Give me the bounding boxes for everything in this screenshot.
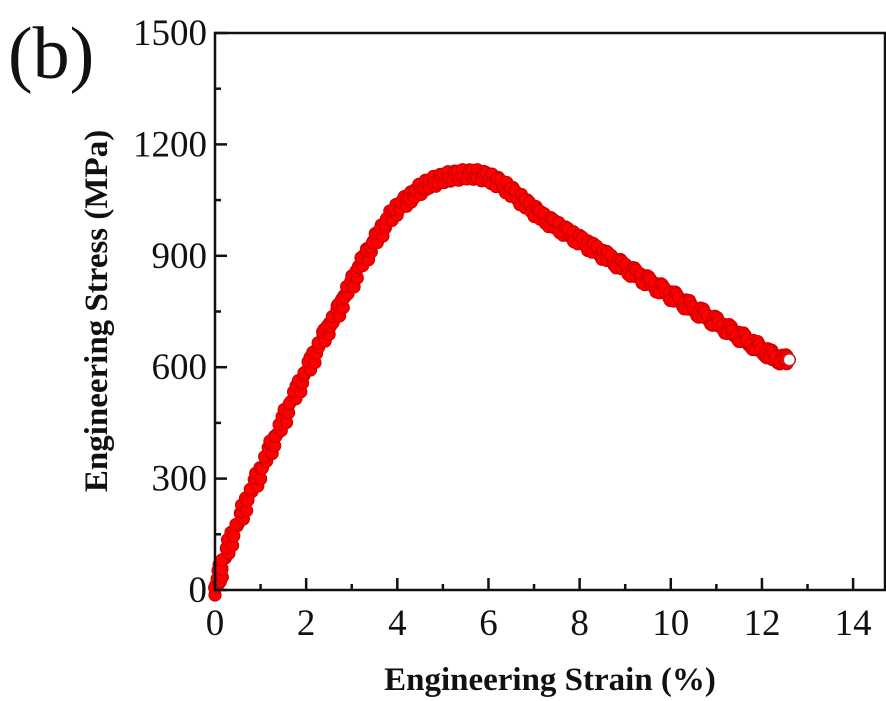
x-tick-label: 6	[479, 603, 498, 644]
y-tick-label: 1200	[133, 124, 207, 165]
x-tick-label: 2	[297, 603, 316, 644]
x-tick-label: 0	[206, 603, 225, 644]
y-tick-label: 300	[152, 459, 208, 500]
data-markers	[208, 163, 797, 602]
x-tick-labels: 0 2 4 6 8 10 12 14	[206, 603, 872, 644]
x-tick-label: 4	[388, 603, 407, 644]
data-point	[782, 353, 797, 367]
y-tick-label: 0	[189, 570, 208, 611]
x-tick-label: 10	[652, 603, 689, 644]
panel-label: (b)	[8, 13, 94, 95]
x-tick-label: 14	[835, 603, 872, 644]
y-axis-title: Engineering Stress (MPa)	[79, 130, 115, 492]
x-tick-label: 8	[570, 603, 589, 644]
plot-frame	[213, 31, 886, 592]
y-tick-label: 600	[152, 347, 208, 388]
y-tick-label: 900	[152, 236, 208, 277]
x-axis-title: Engineering Strain (%)	[384, 662, 716, 698]
axis-ticks	[213, 31, 855, 592]
y-tick-labels: 0 300 600 900 1200 1500	[133, 13, 207, 611]
y-tick-label: 1500	[133, 13, 207, 54]
x-tick-label: 12	[743, 603, 780, 644]
